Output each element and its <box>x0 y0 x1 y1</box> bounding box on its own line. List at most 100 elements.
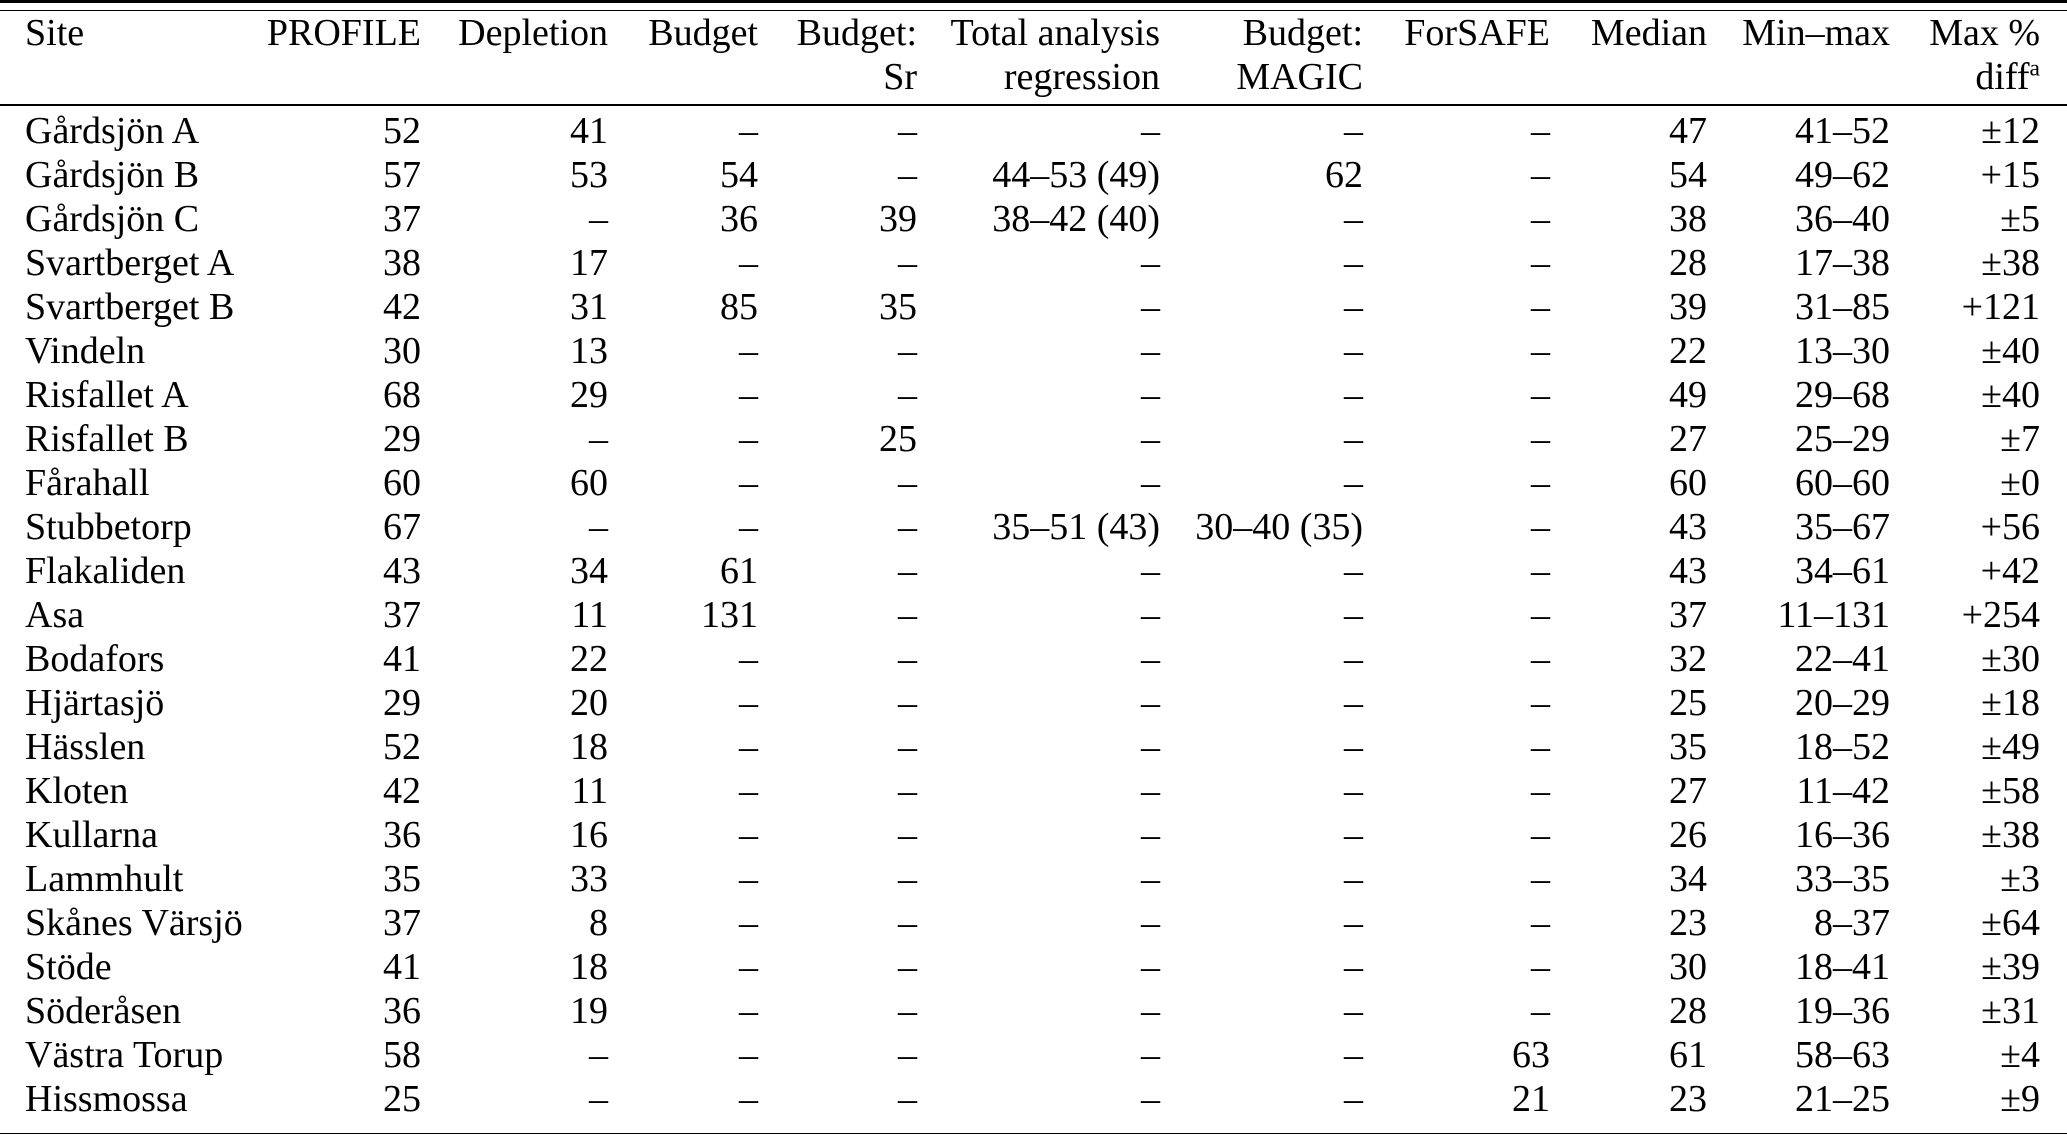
table-row: Hissmossa 25 – – – – – 21 23 21–25 ±9 <box>0 1077 2067 1133</box>
total-analysis-regression-cell: – <box>1141 374 1160 416</box>
budget-sr-cell: – <box>898 770 917 812</box>
table-row: Svartberget A 38 17 – – – – – 28 17–38 ±… <box>0 241 2067 285</box>
budget-magic-cell: – <box>1344 550 1363 592</box>
budget-cell: – <box>739 506 758 548</box>
median-cell: 47 <box>1669 110 1707 152</box>
max-pct-diff-cell: +254 <box>1961 594 2040 636</box>
median-cell: 37 <box>1669 594 1707 636</box>
max-pct-diff-cell: ±4 <box>2000 1034 2040 1076</box>
budget-magic-cell: – <box>1344 1078 1363 1120</box>
total-analysis-regression-cell: – <box>1141 550 1160 592</box>
total-analysis-regression-cell: – <box>1141 726 1160 768</box>
depletion-cell: 22 <box>570 638 608 680</box>
median-cell: 27 <box>1669 770 1707 812</box>
col-header-budget-magic: Budget: MAGIC <box>1160 11 1363 106</box>
site-cell: Hjärtasjö <box>25 682 165 724</box>
profile-cell: 36 <box>383 814 421 856</box>
header-row: Site PROFILE Depletion Budget Budget: Sr… <box>0 11 2067 106</box>
forsafe-cell: – <box>1531 902 1550 944</box>
max-pct-diff-cell: ±40 <box>1981 374 2040 416</box>
site-cell: Gårdsjön A <box>25 110 200 152</box>
median-cell: 27 <box>1669 418 1707 460</box>
profile-cell: 60 <box>383 462 421 504</box>
site-cell: Hissmossa <box>25 1078 188 1120</box>
profile-cell: 25 <box>383 1078 421 1120</box>
table-row: Stubbetorp 67 – – – 35–51 (43) 30–40 (35… <box>0 505 2067 549</box>
forsafe-cell: – <box>1531 462 1550 504</box>
min-max-cell: 21–25 <box>1795 1078 1890 1120</box>
depletion-cell: 60 <box>570 462 608 504</box>
total-analysis-regression-cell: – <box>1141 594 1160 636</box>
site-cell: Asa <box>25 594 85 636</box>
median-cell: 30 <box>1669 946 1707 988</box>
forsafe-cell: – <box>1531 374 1550 416</box>
table-row: Kloten 42 11 – – – – – 27 11–42 ±58 <box>0 769 2067 813</box>
budget-magic-cell: – <box>1344 990 1363 1032</box>
forsafe-cell: – <box>1531 682 1550 724</box>
col-header-label: Min–max <box>1742 12 1890 54</box>
budget-magic-cell: – <box>1344 902 1363 944</box>
budget-magic-cell: 62 <box>1325 154 1363 196</box>
table-row: Skånes Värsjö 37 8 – – – – – 23 8–37 ±64 <box>0 901 2067 945</box>
site-cell: Västra Torup <box>25 1034 224 1076</box>
max-pct-diff-cell: ±5 <box>2000 198 2040 240</box>
total-analysis-regression-cell: – <box>1141 242 1160 284</box>
budget-cell: 131 <box>701 594 758 636</box>
profile-cell: 41 <box>383 638 421 680</box>
site-cell: Stubbetorp <box>25 506 192 548</box>
min-max-cell: 22–41 <box>1795 638 1890 680</box>
site-cell: Stöde <box>25 946 112 988</box>
site-cell: Gårdsjön C <box>25 198 200 240</box>
budget-cell: – <box>739 902 758 944</box>
total-analysis-regression-cell: – <box>1141 418 1160 460</box>
budget-cell: 85 <box>720 286 758 328</box>
total-analysis-regression-cell: – <box>1141 330 1160 372</box>
median-cell: 23 <box>1669 1078 1707 1120</box>
budget-sr-cell: – <box>898 902 917 944</box>
max-pct-diff-cell: +121 <box>1961 286 2040 328</box>
site-cell: Svartberget A <box>25 242 235 284</box>
budget-cell: – <box>739 814 758 856</box>
min-max-cell: 34–61 <box>1795 550 1890 592</box>
max-pct-diff-cell: ±0 <box>2000 462 2040 504</box>
col-header-budget-sr: Budget: Sr <box>758 11 917 106</box>
budget-magic-cell: – <box>1344 330 1363 372</box>
col-header-min-max: Min–max <box>1707 11 1890 106</box>
depletion-cell: 18 <box>570 946 608 988</box>
budget-sr-cell: – <box>898 374 917 416</box>
budget-magic-cell: – <box>1344 418 1363 460</box>
depletion-cell: – <box>589 1078 608 1120</box>
min-max-cell: 11–131 <box>1777 594 1890 636</box>
profile-cell: 41 <box>383 946 421 988</box>
depletion-cell: 17 <box>570 242 608 284</box>
median-cell: 28 <box>1669 990 1707 1032</box>
profile-cell: 58 <box>383 1034 421 1076</box>
budget-magic-cell: – <box>1344 1034 1363 1076</box>
total-analysis-regression-cell: – <box>1141 770 1160 812</box>
col-header-label: Max % <box>1929 12 2040 54</box>
table-row: Lammhult 35 33 – – – – – 34 33–35 ±3 <box>0 857 2067 901</box>
budget-sr-cell: – <box>898 462 917 504</box>
min-max-cell: 33–35 <box>1795 858 1890 900</box>
min-max-cell: 13–30 <box>1795 330 1890 372</box>
min-max-cell: 41–52 <box>1795 110 1890 152</box>
median-cell: 61 <box>1669 1034 1707 1076</box>
site-cell: Kloten <box>25 770 129 812</box>
col-header-label-diff: diff <box>1975 56 2030 98</box>
profile-cell: 29 <box>383 418 421 460</box>
profile-cell: 38 <box>383 242 421 284</box>
weathering-rates-table: Site PROFILE Depletion Budget Budget: Sr… <box>0 11 2067 1133</box>
budget-cell: 36 <box>720 198 758 240</box>
forsafe-cell: – <box>1531 286 1550 328</box>
table-top-rule <box>0 0 2067 11</box>
depletion-cell: 11 <box>571 594 608 636</box>
col-header-total-analysis-regression: Total analysis regression <box>917 11 1160 106</box>
depletion-cell: 53 <box>570 154 608 196</box>
min-max-cell: 16–36 <box>1795 814 1890 856</box>
budget-sr-cell: – <box>898 330 917 372</box>
median-cell: 54 <box>1669 154 1707 196</box>
median-cell: 38 <box>1669 198 1707 240</box>
budget-sr-cell: – <box>898 814 917 856</box>
profile-cell: 52 <box>383 726 421 768</box>
budget-cell: – <box>739 990 758 1032</box>
